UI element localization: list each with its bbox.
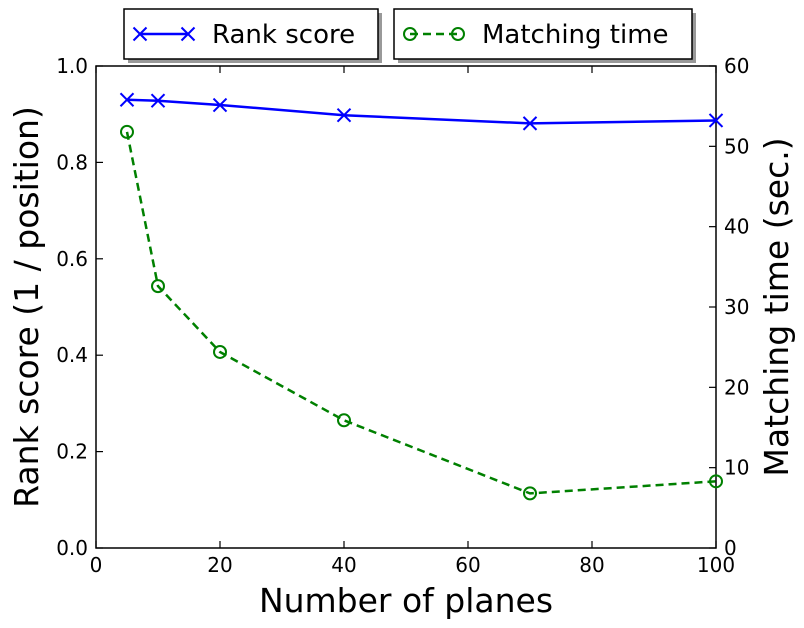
y-tick-label-5: 1.0 xyxy=(56,54,88,78)
series-markers xyxy=(119,92,724,501)
series-1-point-1 xyxy=(151,279,165,294)
y-tick-label-0: 0.0 xyxy=(56,536,88,560)
legend-symbol-rank-score xyxy=(132,26,196,42)
series-1-point-3 xyxy=(337,413,351,428)
series-0-point-1 xyxy=(150,93,166,108)
y2-tick-label-2: 20 xyxy=(724,375,749,399)
x-tick-label-2: 40 xyxy=(331,553,356,577)
legend-label-matching-time: Matching time xyxy=(482,20,669,50)
series-0-point-4 xyxy=(522,116,538,131)
axis-ticks xyxy=(95,65,717,549)
x-axis-label: Number of planes xyxy=(259,581,553,620)
legend-marker-rank-right xyxy=(180,26,196,42)
x-tick-label-4: 80 xyxy=(579,553,604,577)
x-tick-label-3: 60 xyxy=(455,553,480,577)
y2-axis-label: Matching time (sec.) xyxy=(757,137,796,476)
legend: Rank score Matching time xyxy=(123,8,696,63)
y-tick-label-2: 0.4 xyxy=(56,343,88,367)
series-1-point-4 xyxy=(523,486,537,501)
y2-tick-label-3: 30 xyxy=(724,295,749,319)
y-tick-label-3: 0.6 xyxy=(56,247,88,271)
y-axis-label: Rank score (1 / position) xyxy=(7,106,46,508)
series-line-1 xyxy=(125,131,717,495)
series-0-point-3 xyxy=(336,107,352,123)
x-tick-label-5: 100 xyxy=(697,553,735,577)
y-tick-label-4: 0.8 xyxy=(56,150,88,174)
series-1-point-2 xyxy=(213,344,227,359)
y2-tick-label-4: 40 xyxy=(724,215,749,239)
legend-marker-time-left xyxy=(403,27,417,41)
y2-tick-label-6: 60 xyxy=(724,54,749,78)
series-lines xyxy=(125,98,717,495)
series-0-point-5 xyxy=(708,113,724,128)
series-1-point-5 xyxy=(709,474,723,489)
legend-label-rank-score: Rank score xyxy=(212,20,355,50)
y2-tick-label-5: 50 xyxy=(724,134,749,158)
series-line-0 xyxy=(126,98,717,125)
series-1-point-0 xyxy=(120,124,134,139)
legend-marker-rank-left xyxy=(132,26,148,42)
series-0-point-2 xyxy=(212,97,228,113)
y2-tick-label-1: 10 xyxy=(724,456,749,480)
plot-frame xyxy=(95,65,717,549)
series-0-point-0 xyxy=(119,92,135,107)
x-tick-label-1: 20 xyxy=(207,553,232,577)
y2-tick-label-0: 0 xyxy=(724,536,737,560)
axis-tick-labels: 0 20 40 60 80 100 0.0 0.2 0.4 0.6 0.8 1.0 0 10 20 30 40 5… xyxy=(56,54,749,577)
legend-marker-time-right xyxy=(451,27,465,41)
legend-box-time xyxy=(393,8,693,60)
x-tick-label-0: 0 xyxy=(90,553,103,577)
legend-symbol-matching-time xyxy=(403,27,465,41)
y-tick-label-1: 0.2 xyxy=(56,440,88,464)
